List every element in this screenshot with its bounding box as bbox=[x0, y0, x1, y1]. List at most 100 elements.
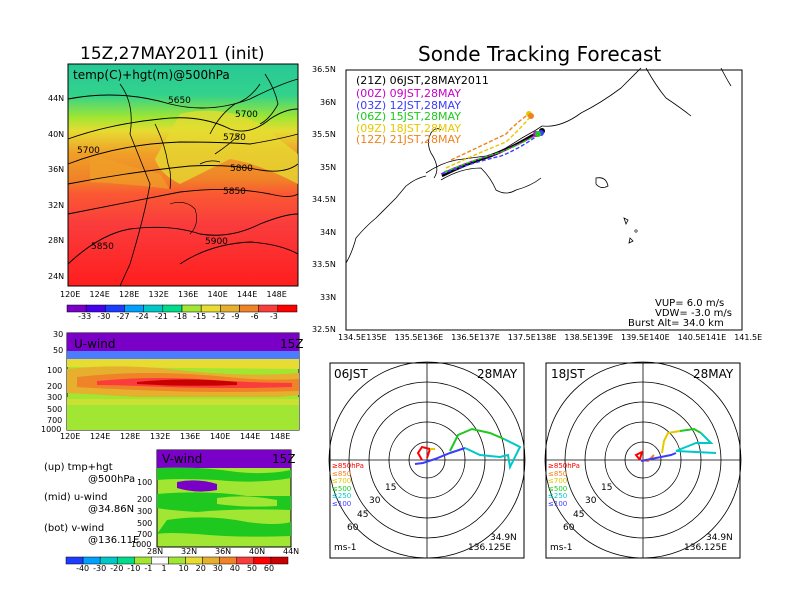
uwind-lon-label: 144E bbox=[240, 432, 261, 441]
hodograph-trace bbox=[661, 430, 681, 454]
contour-label: 5750 bbox=[223, 133, 246, 143]
hodo2-lat: 34.9N bbox=[706, 533, 733, 543]
wind-colorbar-swatch bbox=[219, 556, 238, 565]
wind-colorbar-swatch bbox=[270, 556, 289, 565]
temp-colorbar-swatch bbox=[200, 304, 221, 313]
hodograph-level-label: ≤250 bbox=[332, 492, 352, 500]
map-lat-label: 36N bbox=[48, 165, 65, 174]
hodograph-trace bbox=[464, 438, 522, 471]
hodograph-18jst bbox=[544, 361, 742, 559]
tracking-lon-label: 137E bbox=[479, 333, 500, 342]
tracking-lon-label: 140E bbox=[649, 333, 670, 342]
tracking-lat-label: 35N bbox=[320, 162, 337, 172]
tracking-vdw: VDW= -3.0 m/s bbox=[655, 308, 732, 319]
hodograph-level-label: ≤500 bbox=[332, 484, 352, 493]
uwind-section bbox=[66, 332, 300, 431]
contour-label: 5700 bbox=[77, 146, 100, 156]
tracking-lon-label: 137.5E bbox=[507, 333, 536, 342]
tracking-lon-label: 138.5E bbox=[564, 333, 593, 342]
hodograph-level-label: ≥850hPa bbox=[548, 462, 580, 470]
contour-label: 5850 bbox=[223, 187, 246, 197]
vwind-lat-label: 32N bbox=[181, 547, 198, 556]
wind-colorbar-swatch bbox=[168, 556, 186, 565]
wind-colorbar-label: -10 bbox=[127, 564, 141, 573]
uwind-pressure-label: 30 bbox=[53, 330, 64, 339]
hodograph-level-label: ≤850 bbox=[332, 469, 352, 478]
hodograph-level-label: ≤850 bbox=[548, 469, 568, 478]
tracking-run-label: (03Z) 12JST,28MAY bbox=[356, 98, 461, 112]
tracking-lat-label: 34.5N bbox=[312, 195, 336, 204]
temp-colorbar-label: -24 bbox=[135, 312, 149, 321]
wind-colorbar-label: -20 bbox=[110, 564, 124, 573]
map-lat-label: 28N bbox=[48, 236, 65, 245]
tracking-lon-label: 138E bbox=[536, 333, 557, 342]
uwind-lon-label: 128E bbox=[120, 432, 141, 441]
uwind-pressure-label: 500 bbox=[47, 405, 63, 414]
hodograph-trace bbox=[679, 427, 702, 434]
tracking-lat-label: 36N bbox=[320, 97, 337, 107]
tracking-lon-label: 136E bbox=[422, 333, 444, 342]
uwind-pressure-label: 50 bbox=[53, 346, 64, 355]
temp-colorbar-label: -15 bbox=[193, 312, 207, 321]
wind-colorbar-label: -30 bbox=[93, 564, 107, 573]
wind-colorbar-swatch bbox=[65, 556, 84, 565]
uwind-lon-label: 132E bbox=[150, 432, 171, 441]
map-lon-label: 144E bbox=[237, 290, 258, 299]
temp-colorbar-label: -12 bbox=[212, 312, 226, 321]
tracking-lat-label: 32.5N bbox=[312, 325, 336, 334]
note-up-b: @500hPa bbox=[88, 474, 136, 485]
hodograph-ring-label: 15 bbox=[601, 483, 613, 493]
vwind-pressure-label: 200 bbox=[137, 495, 153, 504]
tracking-vup: VUP= 6.0 m/s bbox=[655, 298, 725, 309]
note-up-a: (up) tmp+hgt bbox=[44, 462, 113, 473]
wind-colorbar-label: 60 bbox=[263, 564, 275, 573]
note-mid-b: @34.86N bbox=[88, 504, 135, 515]
vwind-lat-label: 28N bbox=[147, 547, 164, 556]
temp-colorbar-swatch bbox=[143, 304, 164, 313]
right-title: Sonde Tracking Forecast bbox=[418, 42, 662, 66]
tracking-run-label: (09Z) 18JST,28MAY bbox=[356, 121, 461, 135]
hodo2-date: 28MAY bbox=[693, 367, 734, 381]
hodograph-ring-label: 45 bbox=[357, 510, 369, 520]
contour-label: 5850 bbox=[91, 242, 114, 252]
hodo1-lon: 136.125E bbox=[468, 543, 511, 553]
tracking-lon-label: 140.5E bbox=[677, 333, 706, 342]
hodograph-trace bbox=[640, 452, 677, 462]
temp-colorbar-swatch bbox=[124, 304, 144, 313]
hodograph-trace bbox=[414, 447, 466, 465]
wind-colorbar-swatch bbox=[99, 556, 118, 565]
temp-colorbar-label: -21 bbox=[154, 312, 168, 321]
hodograph-ring-label: 60 bbox=[563, 523, 575, 533]
wind-colorbar-label: -1 bbox=[144, 564, 153, 573]
temp-colorbar-swatch bbox=[277, 304, 298, 313]
temp-colorbar-swatch bbox=[220, 304, 240, 313]
tracking-lon-label: 135.5E bbox=[394, 333, 423, 342]
map-lon-label: 120E bbox=[60, 290, 81, 299]
map-lon-label: 136E bbox=[178, 290, 199, 299]
wind-colorbar-swatch bbox=[185, 556, 203, 565]
map-500hpa bbox=[67, 63, 299, 287]
wind-colorbar-label: 10 bbox=[178, 564, 189, 573]
tracking-lon-label: 135E bbox=[366, 333, 387, 342]
wind-colorbar-swatch bbox=[134, 556, 152, 565]
vwind-label: V-wind bbox=[162, 452, 203, 466]
temp-colorbar-label: -6 bbox=[250, 312, 259, 321]
hodograph-level-label: ≤100 bbox=[548, 499, 568, 508]
temp-colorbar-swatch bbox=[85, 304, 106, 313]
wind-colorbar-label: 20 bbox=[195, 564, 206, 573]
hodograph-ring-label: 30 bbox=[369, 496, 381, 506]
uwind-pressure-label: 300 bbox=[47, 393, 63, 402]
uwind-label: U-wind bbox=[74, 337, 116, 351]
wind-colorbar-swatch bbox=[253, 556, 272, 565]
hodograph-level-label: ≤700 bbox=[332, 477, 352, 485]
contour-label: 5900 bbox=[205, 237, 228, 247]
hodo1-lat: 34.9N bbox=[490, 533, 517, 543]
temp-colorbar bbox=[66, 304, 298, 313]
uwind-time: 15Z bbox=[280, 337, 304, 351]
hodograph-ring-label: 45 bbox=[573, 510, 585, 520]
hodograph-ring-label: 15 bbox=[385, 483, 397, 493]
vwind-time: 15Z bbox=[272, 452, 296, 466]
tracking-run-label: (06Z) 15JST,28MAY bbox=[356, 110, 461, 123]
wind-colorbar-label: 30 bbox=[212, 564, 223, 573]
contour-label: 5650 bbox=[168, 96, 191, 106]
